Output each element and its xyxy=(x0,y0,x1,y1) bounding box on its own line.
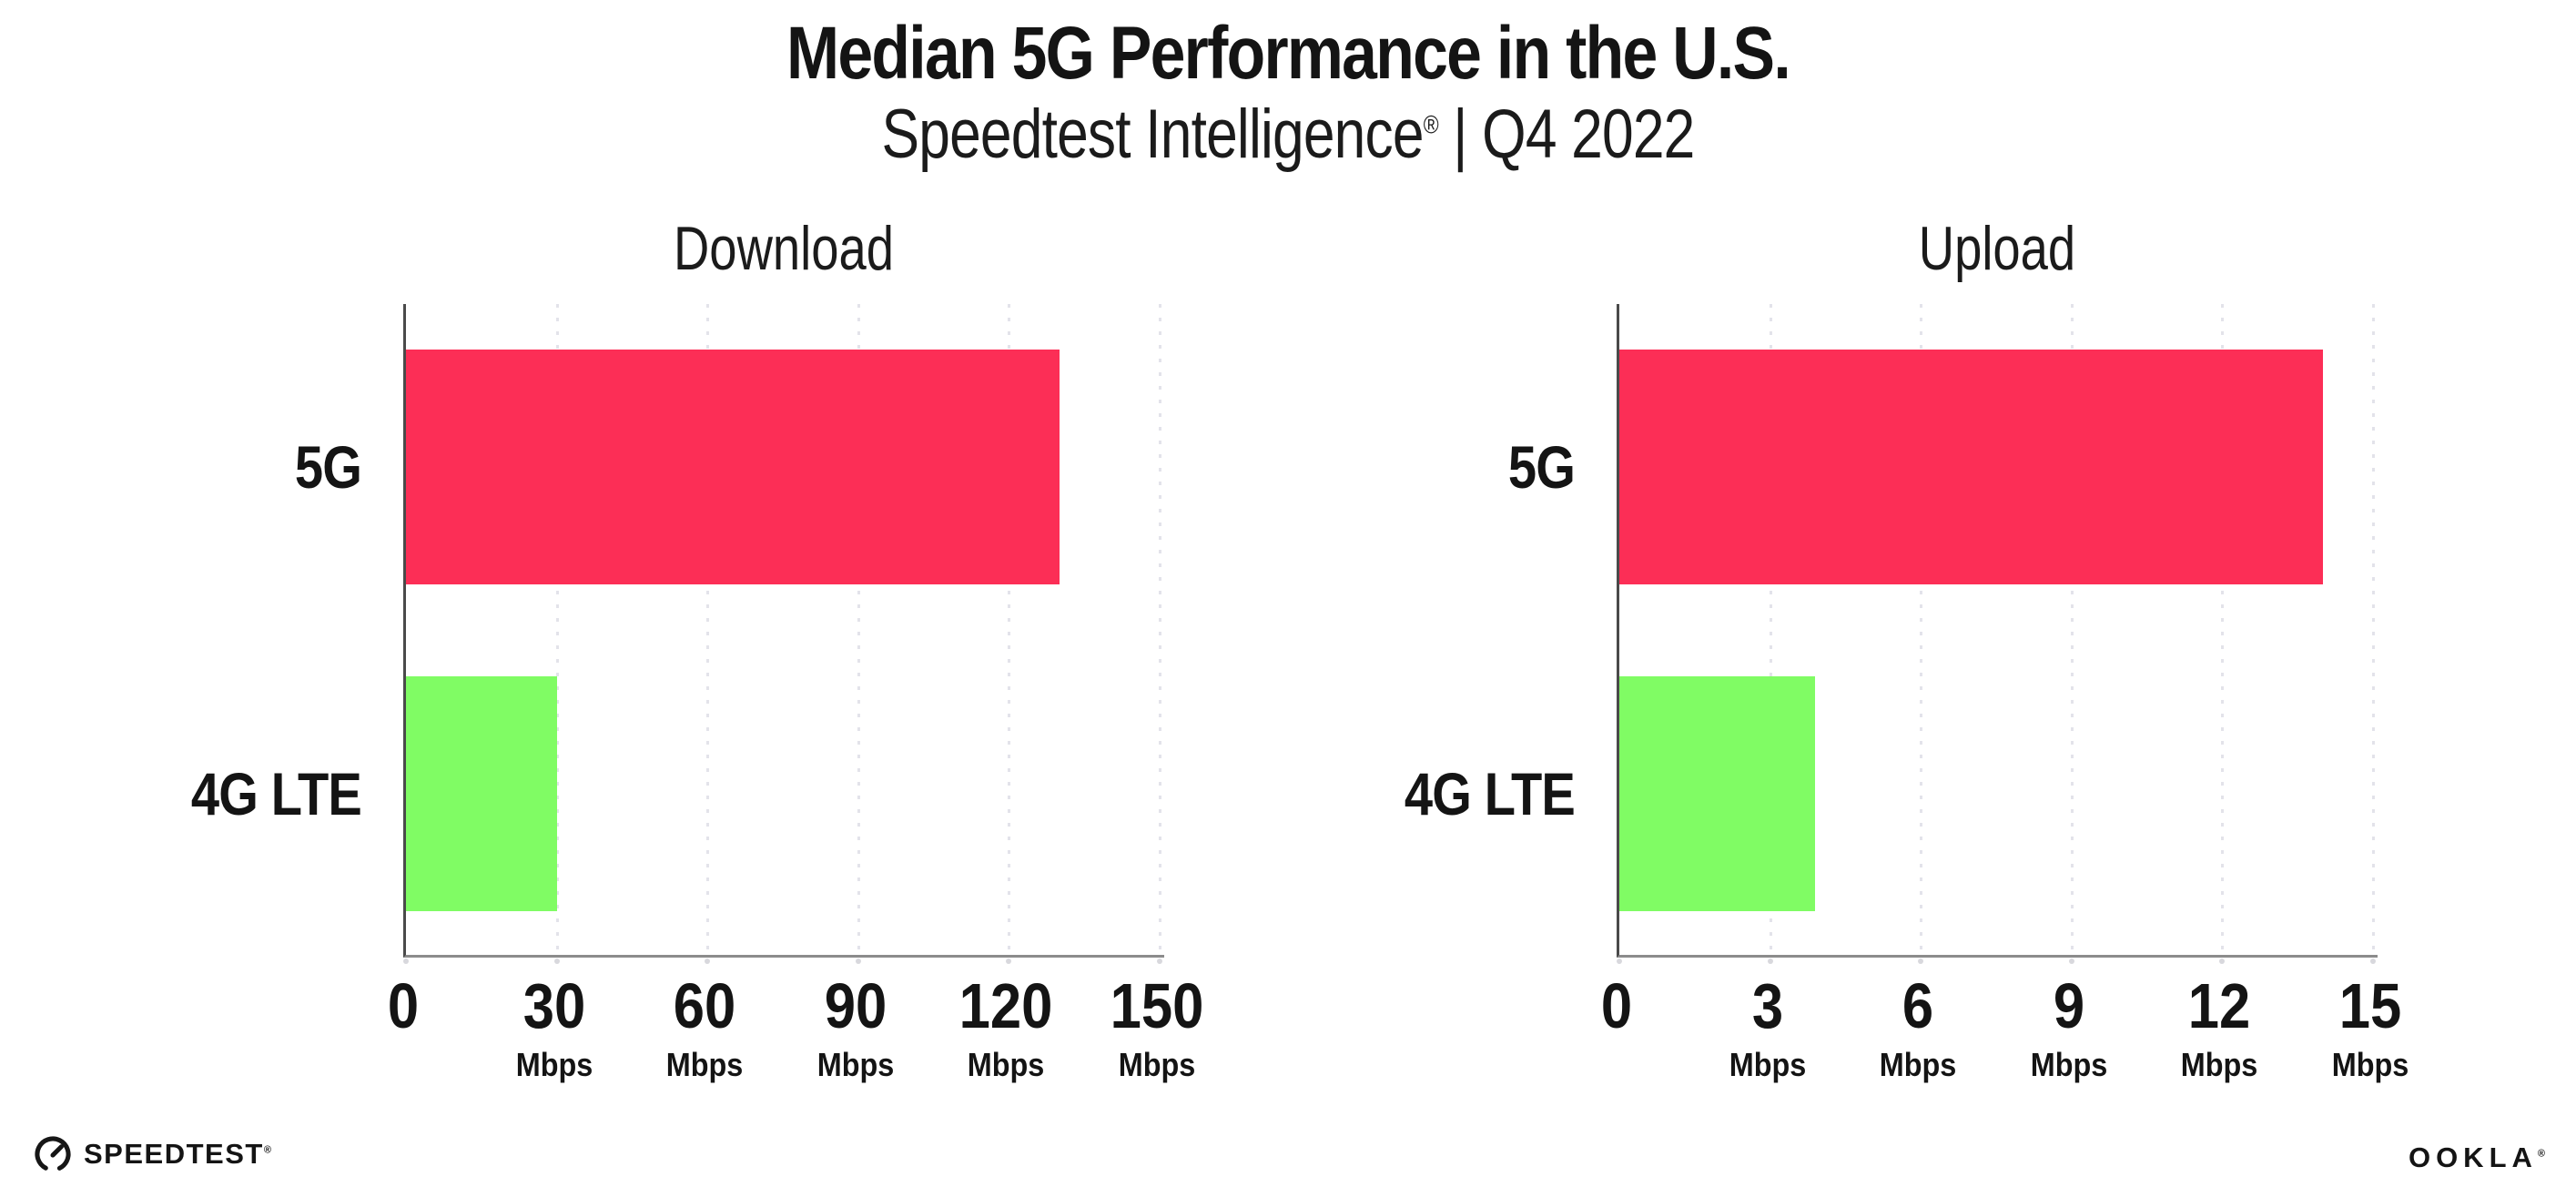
x-tick-unit: Mbps xyxy=(816,1046,895,1083)
axis-tick-dot-0 xyxy=(403,959,409,964)
axis-tick-dot-150 xyxy=(1157,959,1162,964)
x-tick-value: 12 xyxy=(2188,970,2251,1041)
bar-band-4g-lte xyxy=(1619,631,2378,958)
axis-tick-dot-6 xyxy=(1918,959,1924,964)
x-tick-value: 15 xyxy=(2338,970,2402,1041)
x-tick-unit: Mbps xyxy=(1118,1046,1196,1083)
x-tick-unit: Mbps xyxy=(1879,1046,1957,1083)
category-label-5g: 5G xyxy=(294,433,362,501)
speedtest-text: SPEEDTEST xyxy=(84,1138,264,1170)
page-title: Median 5G Performance in the U.S. xyxy=(786,12,1791,95)
axis-tick-dot-3 xyxy=(1767,959,1773,964)
page-subtitle: Speedtest Intelligence® | Q4 2022 xyxy=(232,98,2345,171)
gridline-15 xyxy=(2372,304,2375,955)
gridline-30 xyxy=(555,304,559,955)
category-label-5g: 5G xyxy=(1507,433,1576,501)
x-tick-value: 60 xyxy=(673,970,736,1041)
axis-tick-dot-9 xyxy=(2068,959,2074,964)
x-tick-label-0: 0 xyxy=(335,974,472,1038)
x-tick-value: 90 xyxy=(824,970,887,1041)
axis-tick-dot-120 xyxy=(1006,959,1012,964)
speedtest-registered-mark: ® xyxy=(263,1144,271,1156)
gridline-6 xyxy=(1920,304,1923,955)
speedometer-gauge-icon xyxy=(35,1136,71,1172)
registered-mark: ® xyxy=(1423,110,1439,139)
plot-area xyxy=(1617,304,2378,964)
x-tick-value: 0 xyxy=(1600,970,1633,1041)
x-tick-label-120: 120 Mbps xyxy=(938,974,1074,1081)
x-tick-value: 9 xyxy=(2053,970,2084,1041)
gridline-120 xyxy=(1008,304,1011,955)
x-tick-label-60: 60 Mbps xyxy=(636,974,773,1081)
speedtest-wordmark: SPEEDTEST® xyxy=(84,1138,271,1171)
bar-5g-upload xyxy=(1619,350,2323,584)
x-tick-label-6: 6 Mbps xyxy=(1850,974,1986,1081)
bar-5g-download xyxy=(406,350,1060,584)
chart-title-upload: Upload xyxy=(1918,214,2076,283)
x-tick-label-0: 0 xyxy=(1548,974,1685,1038)
x-tick-label-3: 3 Mbps xyxy=(1699,974,1836,1081)
category-label-4g-lte: 4G LTE xyxy=(1404,760,1576,827)
plot-area xyxy=(403,304,1164,964)
axis-tick-dot-15 xyxy=(2370,959,2376,964)
gridline-3 xyxy=(1769,304,1772,955)
gridline-9 xyxy=(2070,304,2074,955)
x-tick-unit: Mbps xyxy=(1729,1046,1806,1083)
bar-4g-lte-upload xyxy=(1619,676,1816,911)
ookla-registered-mark: ® xyxy=(2537,1148,2545,1160)
bar-band-4g-lte xyxy=(406,631,1164,958)
x-tick-unit: Mbps xyxy=(515,1046,593,1083)
x-tick-unit: Mbps xyxy=(665,1046,744,1083)
subtitle-brand: Speedtest Intelligence xyxy=(881,96,1424,173)
axis-tick-dot-30 xyxy=(553,959,560,964)
axis-tick-dot-12 xyxy=(2219,959,2226,964)
axis-tick-dot-90 xyxy=(855,959,861,964)
chart-title-download: Download xyxy=(674,214,894,283)
x-tick-value: 120 xyxy=(958,970,1053,1041)
gridline-90 xyxy=(857,304,860,955)
x-tick-label-15: 15 Mbps xyxy=(2302,974,2439,1081)
x-tick-value: 3 xyxy=(1751,970,1783,1041)
bar-band-5g xyxy=(406,304,1164,631)
download-chart: Download 0 30 Mbps 60 Mbps 90 Mbps 120 Mbps 150 Mb… xyxy=(85,214,1204,1127)
category-label-4g-lte: 4G LTE xyxy=(190,760,362,827)
subtitle-period: | Q4 2022 xyxy=(1437,96,1695,173)
x-tick-value: 0 xyxy=(387,970,420,1041)
axis-tick-dot-60 xyxy=(705,959,711,964)
ookla-logo: OOKLA® xyxy=(2409,1141,2545,1174)
gridline-150 xyxy=(1159,304,1161,955)
x-tick-label-150: 150 Mbps xyxy=(1089,974,1225,1081)
gridline-12 xyxy=(2221,304,2225,955)
axis-tick-dot-0 xyxy=(1617,959,1622,964)
gridline-60 xyxy=(706,304,710,955)
upload-chart: Upload 0 3 Mbps 6 Mbps 9 Mbps 12 Mbps 15 Mbps 5G 4G … xyxy=(1298,214,2409,1127)
x-tick-value: 150 xyxy=(1110,970,1204,1041)
ookla-text: OOKLA xyxy=(2408,1141,2538,1173)
x-tick-label-30: 30 Mbps xyxy=(486,974,623,1081)
speedtest-logo: SPEEDTEST® xyxy=(33,1134,271,1174)
x-tick-unit: Mbps xyxy=(968,1046,1045,1083)
x-tick-unit: Mbps xyxy=(2181,1046,2258,1083)
bar-4g-lte-download xyxy=(406,676,557,911)
x-tick-label-9: 9 Mbps xyxy=(2001,974,2137,1081)
x-tick-label-12: 12 Mbps xyxy=(2151,974,2287,1081)
x-tick-label-90: 90 Mbps xyxy=(787,974,924,1081)
bar-band-5g xyxy=(1619,304,2378,631)
x-tick-value: 6 xyxy=(1902,970,1934,1041)
x-tick-unit: Mbps xyxy=(2030,1046,2108,1083)
x-tick-unit: Mbps xyxy=(2331,1046,2409,1083)
x-tick-value: 30 xyxy=(522,970,585,1041)
